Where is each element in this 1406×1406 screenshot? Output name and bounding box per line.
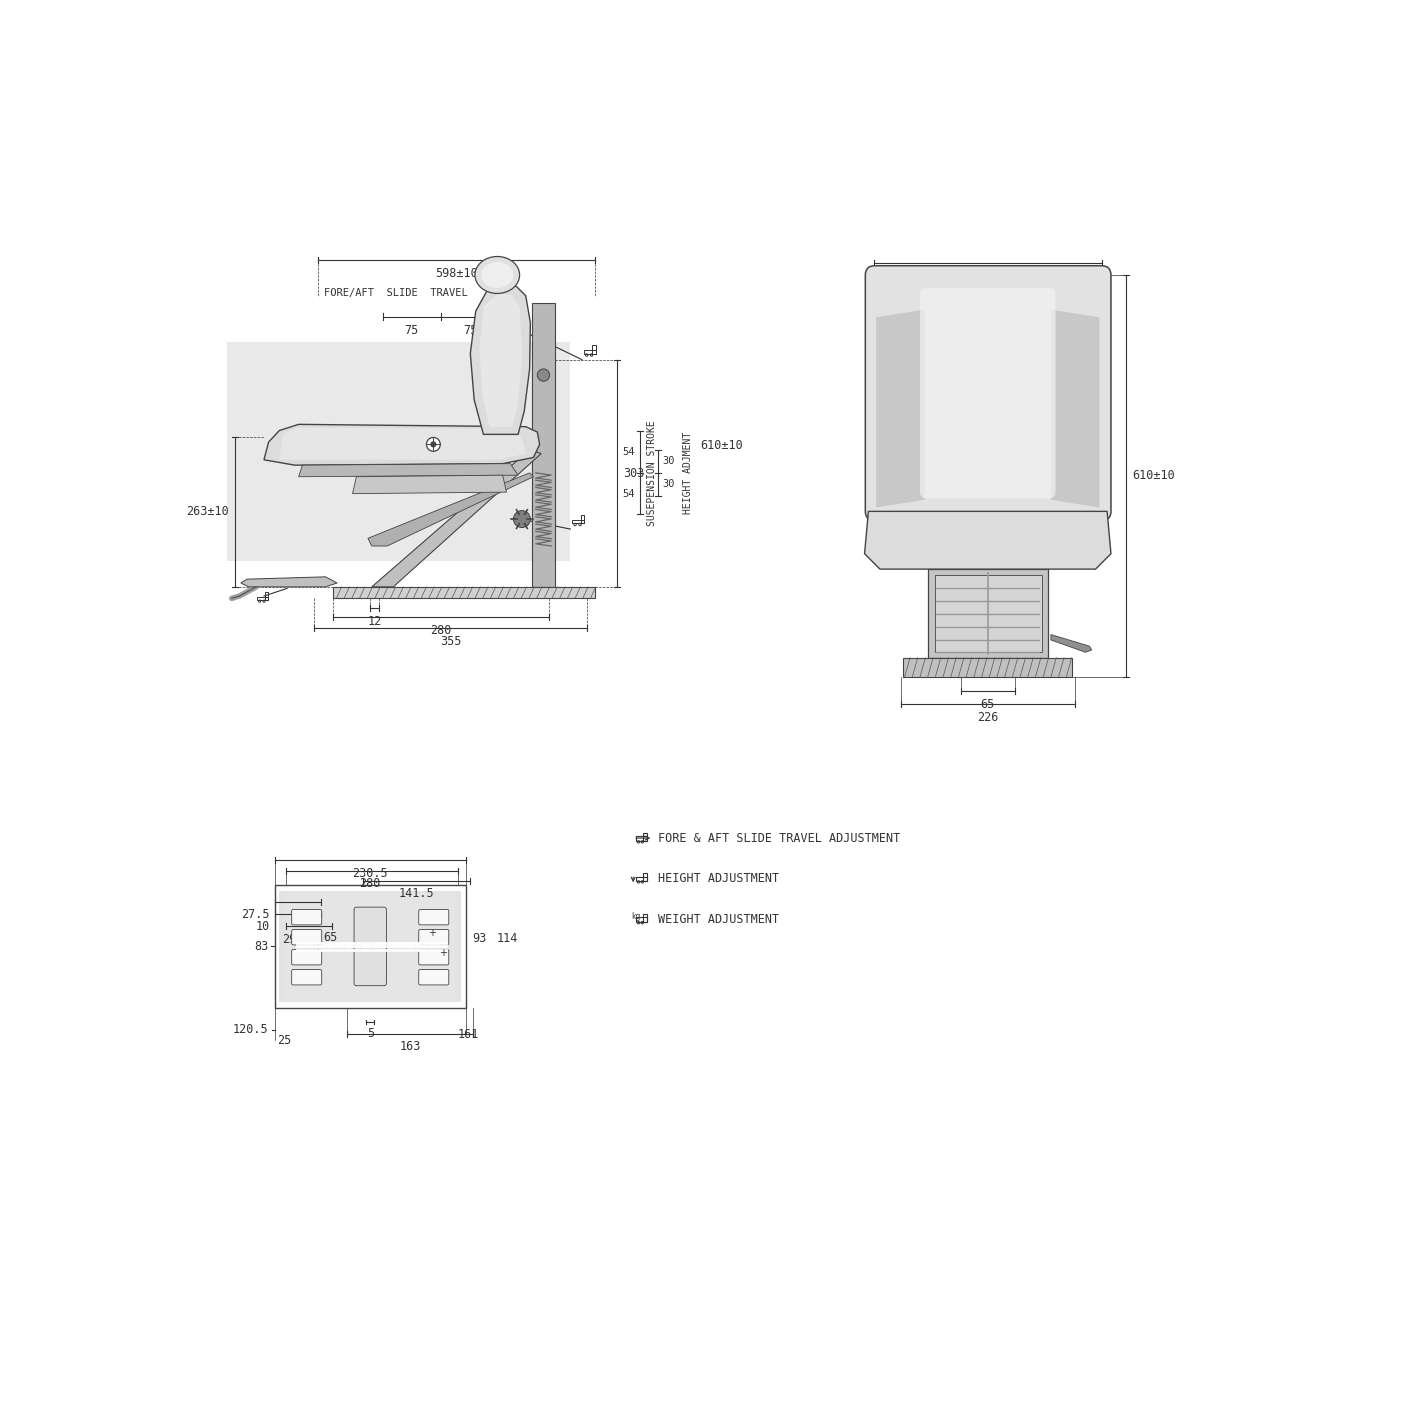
Text: 30: 30 — [662, 479, 675, 489]
Bar — [333, 586, 595, 599]
Polygon shape — [865, 512, 1111, 569]
Text: 54: 54 — [623, 447, 636, 457]
Text: 120.5: 120.5 — [233, 1024, 269, 1036]
Polygon shape — [479, 294, 522, 426]
FancyBboxPatch shape — [920, 288, 1056, 498]
Bar — [226, 342, 569, 561]
Polygon shape — [280, 427, 526, 460]
Bar — [643, 832, 647, 841]
Text: +: + — [439, 948, 447, 957]
Polygon shape — [1050, 309, 1099, 508]
Text: 610±10: 610±10 — [1132, 470, 1175, 482]
Text: 25: 25 — [277, 1033, 291, 1047]
Text: 610±10: 610±10 — [700, 439, 744, 451]
Text: 263±10: 263±10 — [186, 505, 229, 519]
FancyBboxPatch shape — [291, 970, 322, 986]
Text: 65: 65 — [980, 697, 995, 710]
Text: SUSEPENSION STROKE: SUSEPENSION STROKE — [647, 420, 658, 526]
Bar — [264, 592, 269, 600]
Text: 495±10: 495±10 — [966, 270, 1010, 284]
Text: 30: 30 — [662, 457, 675, 467]
Bar — [285, 894, 456, 998]
Bar — [531, 304, 555, 586]
Bar — [643, 914, 647, 921]
Bar — [643, 873, 647, 880]
Bar — [636, 876, 647, 880]
Text: 598±10: 598±10 — [434, 267, 478, 280]
Text: 141.5: 141.5 — [399, 887, 434, 900]
Text: 83: 83 — [254, 941, 269, 953]
Text: 65: 65 — [323, 931, 337, 943]
Text: 27.5: 27.5 — [242, 908, 270, 921]
Circle shape — [426, 437, 440, 451]
Ellipse shape — [481, 262, 513, 288]
Text: 54: 54 — [623, 489, 636, 499]
Bar — [928, 569, 1047, 658]
Text: 10: 10 — [256, 921, 270, 934]
Text: HEIGHT ADJUSTMENT: HEIGHT ADJUSTMENT — [658, 872, 779, 886]
Text: 5: 5 — [367, 1028, 374, 1040]
Text: WEIGHT ADJUSTMENT: WEIGHT ADJUSTMENT — [658, 912, 779, 927]
Bar — [903, 658, 1073, 676]
FancyBboxPatch shape — [291, 949, 322, 965]
Bar — [636, 837, 647, 841]
Bar — [274, 884, 465, 1008]
Bar — [636, 917, 647, 921]
Text: 75: 75 — [405, 325, 419, 337]
Polygon shape — [1050, 634, 1091, 652]
Polygon shape — [240, 576, 337, 586]
FancyBboxPatch shape — [419, 949, 449, 965]
Text: 163: 163 — [399, 1040, 420, 1053]
FancyBboxPatch shape — [419, 910, 449, 925]
Polygon shape — [876, 309, 925, 508]
Text: 114: 114 — [496, 932, 517, 945]
Bar — [583, 350, 596, 354]
Polygon shape — [368, 472, 533, 546]
Text: kg: kg — [631, 912, 641, 921]
Text: FORE & AFT SLIDE TRAVEL ADJUSTMENT: FORE & AFT SLIDE TRAVEL ADJUSTMENT — [658, 832, 900, 845]
Bar — [935, 575, 1042, 651]
Polygon shape — [371, 450, 541, 586]
FancyBboxPatch shape — [291, 929, 322, 945]
Polygon shape — [353, 475, 506, 494]
Text: 303: 303 — [623, 467, 644, 479]
Ellipse shape — [475, 256, 520, 294]
Bar — [592, 346, 596, 354]
Text: 93: 93 — [472, 932, 486, 945]
Text: 230.5: 230.5 — [353, 868, 388, 880]
Text: +: + — [427, 928, 436, 938]
Text: 355: 355 — [440, 634, 461, 648]
Text: 12: 12 — [368, 614, 382, 627]
Polygon shape — [298, 464, 517, 477]
Text: FORE/AFT  SLIDE  TRAVEL: FORE/AFT SLIDE TRAVEL — [323, 288, 468, 298]
Text: 410±10: 410±10 — [966, 283, 1010, 295]
Text: 226: 226 — [977, 711, 998, 724]
Circle shape — [430, 441, 436, 447]
Text: 29.5: 29.5 — [283, 932, 311, 946]
FancyBboxPatch shape — [419, 929, 449, 945]
Polygon shape — [264, 425, 540, 465]
Circle shape — [513, 510, 530, 527]
Text: 161: 161 — [458, 1028, 479, 1040]
FancyBboxPatch shape — [865, 266, 1111, 520]
FancyBboxPatch shape — [419, 970, 449, 986]
Text: 75: 75 — [463, 325, 478, 337]
Text: 280: 280 — [360, 877, 381, 890]
Bar — [581, 515, 585, 523]
FancyBboxPatch shape — [291, 910, 322, 925]
Bar — [257, 596, 269, 600]
Text: 280: 280 — [430, 624, 451, 637]
Text: HEIGHT ADJMENT: HEIGHT ADJMENT — [683, 432, 693, 515]
Polygon shape — [471, 283, 530, 434]
FancyBboxPatch shape — [354, 907, 387, 986]
Circle shape — [537, 368, 550, 381]
Bar — [572, 520, 585, 523]
Bar — [280, 891, 461, 1002]
